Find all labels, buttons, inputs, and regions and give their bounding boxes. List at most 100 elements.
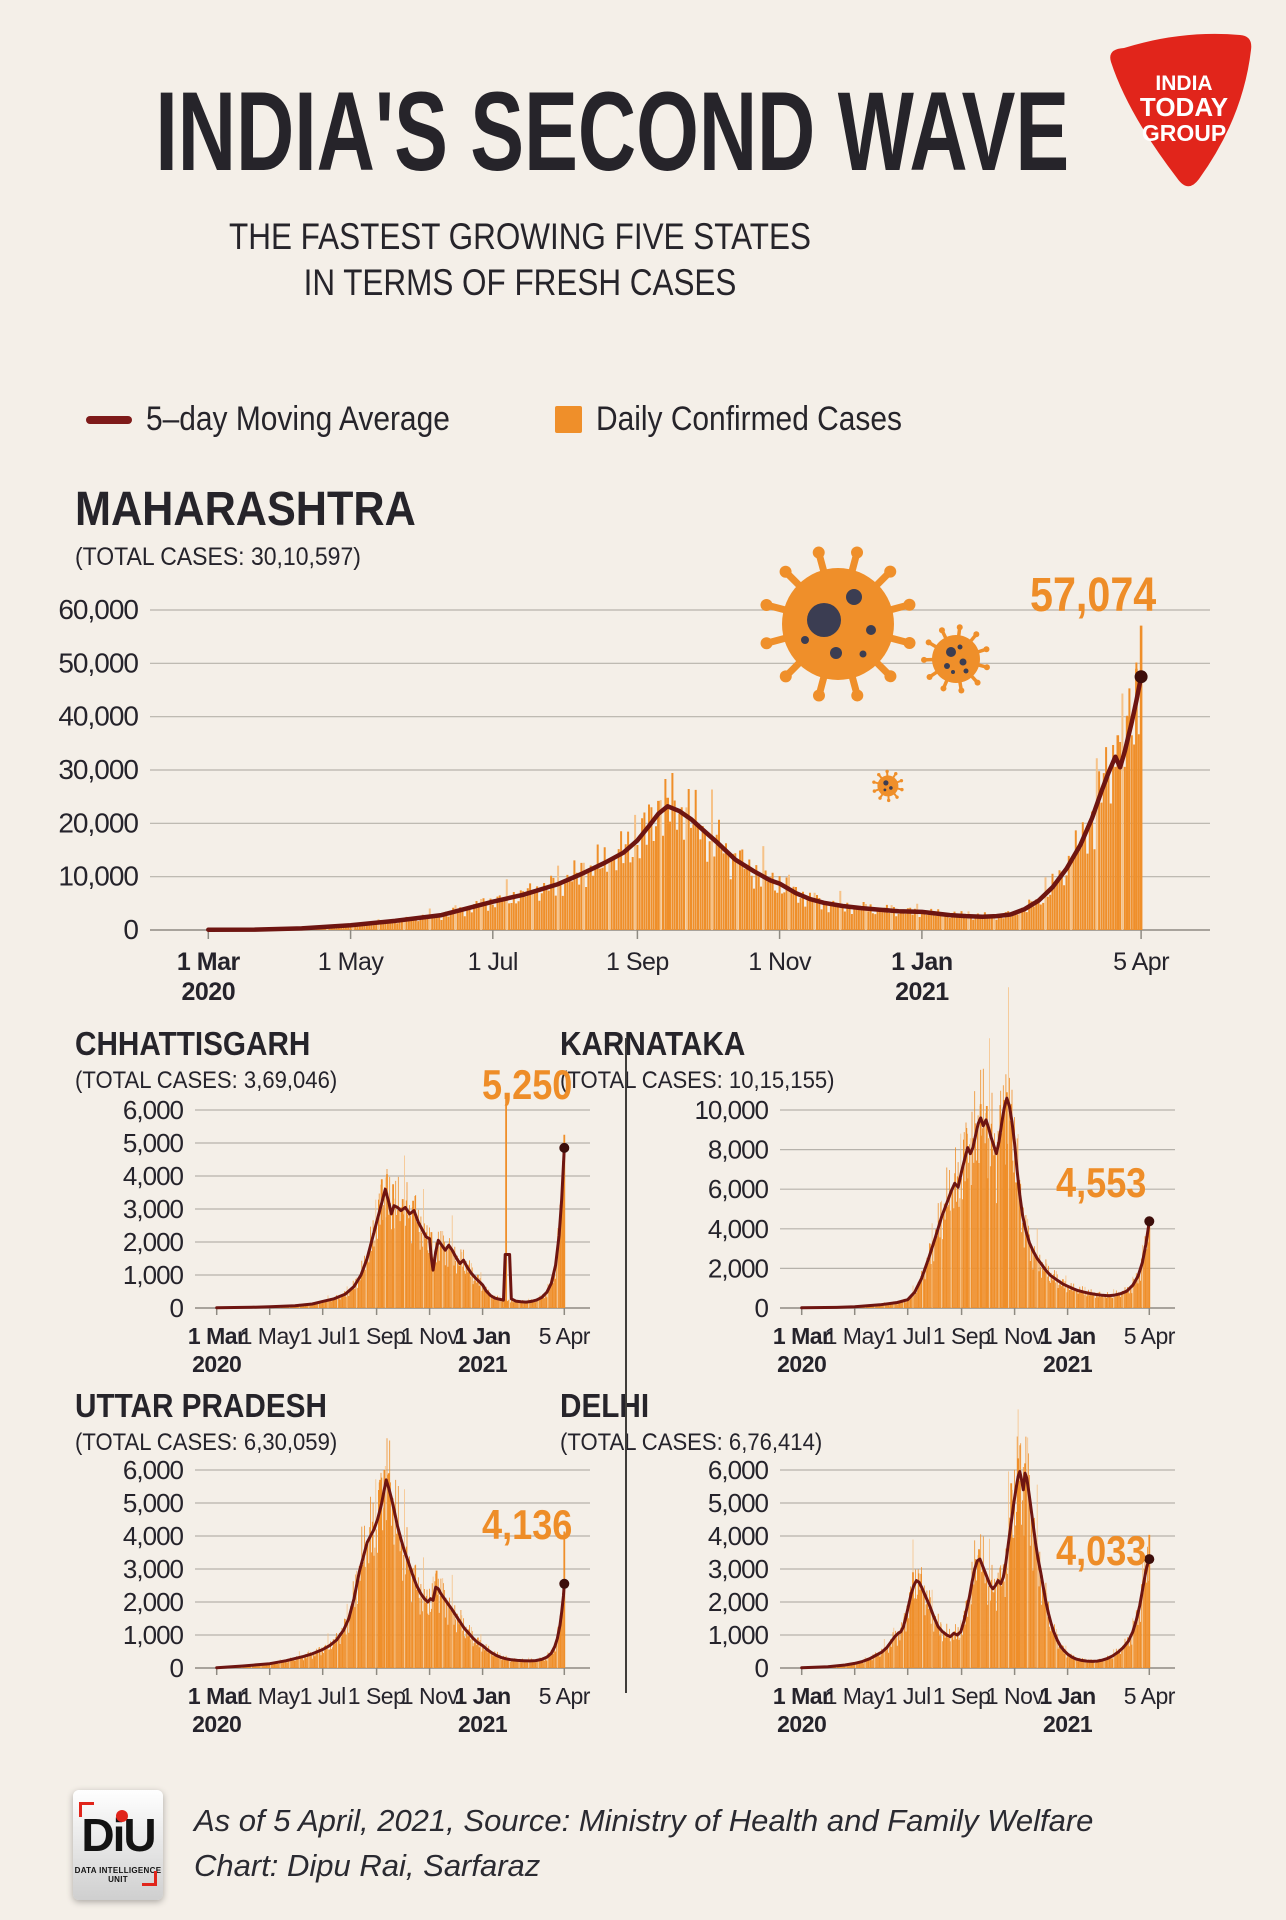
x-axis-label: 1 Nov <box>401 1683 460 1709</box>
y-axis-label: 5,000 <box>708 1488 769 1518</box>
logo-text-india: INDIA <box>1155 72 1212 95</box>
column-divider <box>625 1038 627 1693</box>
page-title: INDIA'S SECOND WAVE <box>155 69 1070 194</box>
x-axis-label: 1 Sep <box>606 948 669 976</box>
credit-line: Chart: Dipu Rai, Sarfaraz <box>194 1848 541 1883</box>
coronavirus-icon-small <box>872 769 904 803</box>
total-cases-uttar-pradesh: (TOTAL CASES: 6,30,059) <box>75 1429 338 1456</box>
total-cases-delhi: (TOTAL CASES: 6,76,414) <box>560 1429 823 1456</box>
delhi-peak-label: 4,033 <box>1056 1527 1147 1574</box>
latest-value-dot <box>559 1142 570 1153</box>
total-cases-karnataka: (TOTAL CASES: 10,15,155) <box>560 1067 835 1094</box>
state-title-karnataka: KARNATAKA <box>560 1025 746 1062</box>
x-axis-label: 5 Apr <box>1113 948 1169 976</box>
x-axis-label: 1 Jul <box>300 1323 346 1349</box>
legend-item-moving-average: 5–day Moving Average <box>86 400 491 439</box>
legend-label-daily-cases: Daily Confirmed Cases <box>596 400 903 438</box>
y-axis-label: 3,000 <box>123 1554 184 1584</box>
x-axis-label: 5 Apr <box>1124 1323 1176 1349</box>
x-axis-label: 1 Sep <box>348 1683 406 1709</box>
y-axis-label: 8,000 <box>708 1135 769 1165</box>
daily-spikes <box>912 1458 1151 1668</box>
y-axis-label: 2,000 <box>708 1253 769 1283</box>
x-axis-label: 1 Sep <box>348 1323 406 1349</box>
x-axis-label: 1 Jan 2021 <box>1039 1323 1095 1377</box>
uttar-pradesh-peak-label: 4,136 <box>482 1501 573 1548</box>
diu-bracket-icon <box>79 1802 94 1817</box>
x-axis-label: 1 Jul <box>885 1323 931 1349</box>
daily-bars-light <box>826 987 1143 1308</box>
daily-cases-swatch <box>555 406 583 433</box>
gridlines: 0 2,000 4,000 6,000 8,000 10,000 <box>694 1095 1175 1323</box>
y-axis-label: 6,000 <box>708 1174 769 1204</box>
x-axis-label: 1 May <box>318 948 385 976</box>
x-axis-label: 1 Mar 2020 <box>188 1683 246 1737</box>
x-axis-label: 1 Nov <box>748 948 812 976</box>
y-axis-label: 40,000 <box>58 701 138 732</box>
maharashtra-chart: 0 10,000 20,000 30,000 40,000 50,000 60,000 1 M… <box>58 594 1210 1006</box>
logo-text-group: GROUP <box>1142 120 1226 146</box>
chhattisgarh-peak-label: 5,250 <box>482 1061 573 1108</box>
moving-average-line <box>206 674 1144 932</box>
x-axis-label: 1 Jul <box>468 948 518 976</box>
y-axis-label: 1,000 <box>708 1620 769 1650</box>
subtitle-line-1: THE FASTEST GROWING FIVE STATES <box>229 216 811 257</box>
state-title-maharashtra: MAHARASHTRA <box>75 483 416 536</box>
y-axis-label: 1,000 <box>123 1260 184 1290</box>
y-axis-label: 30,000 <box>58 754 138 785</box>
state-title-uttar-pradesh: UTTAR PRADESH <box>75 1387 327 1424</box>
daily-spikes <box>657 625 1143 930</box>
diu-fingerprint-icon <box>116 1810 128 1822</box>
y-axis-label: 5,000 <box>123 1488 184 1518</box>
delhi-header: DELHI (TOTAL CASES: 6,76,414) <box>560 1388 845 1457</box>
state-title-delhi: DELHI <box>560 1387 650 1424</box>
moving-average-line <box>800 1470 1151 1670</box>
maharashtra-header: MAHARASHTRA (TOTAL CASES: 30,10,597) <box>75 484 454 572</box>
x-axis-label: 1 Jan 2021 <box>1039 1683 1095 1737</box>
karnataka-header: KARNATAKA (TOTAL CASES: 10,15,155) <box>560 1026 858 1095</box>
latest-value-dot <box>1144 1554 1155 1565</box>
logo-text-today: TODAY <box>1140 92 1228 122</box>
latest-value-dot <box>1134 670 1148 684</box>
legend-item-daily-cases: Daily Confirmed Cases <box>555 400 944 439</box>
x-axis-label: 1 Jan 2021 <box>891 948 952 1006</box>
y-axis-label: 4,000 <box>708 1521 769 1551</box>
x-axis-label: 1 May <box>825 1323 886 1349</box>
logo-triangle <box>1110 33 1252 187</box>
daily-bars-light <box>274 693 1124 930</box>
y-axis-label: 5,000 <box>123 1128 184 1158</box>
x-axis-label: 1 Jan 2021 <box>454 1683 510 1737</box>
y-axis-label: 2,000 <box>708 1587 769 1617</box>
daily-spikes <box>965 1092 1151 1308</box>
y-axis-label: 6,000 <box>123 1455 184 1485</box>
subtitle-line-2: IN TERMS OF FRESH CASES <box>303 262 737 303</box>
y-axis-label: 10,000 <box>58 861 138 892</box>
x-axis-label: 1 Sep <box>933 1683 991 1709</box>
total-cases-chhattisgarh: (TOTAL CASES: 3,69,046) <box>75 1067 338 1094</box>
y-axis-label: 0 <box>755 1653 769 1683</box>
y-axis-label: 4,000 <box>123 1161 184 1191</box>
x-axis-label: 1 Jan 2021 <box>454 1323 510 1377</box>
state-title-chhattisgarh: CHHATTISGARH <box>75 1025 311 1062</box>
x-axis-label: 5 Apr <box>539 1683 591 1709</box>
daily-spikes <box>379 1470 566 1668</box>
y-axis-label: 0 <box>755 1293 769 1323</box>
y-axis-label: 2,000 <box>123 1227 184 1257</box>
moving-average-line-swatch <box>86 415 133 424</box>
x-axis-label: 1 May <box>240 1683 301 1709</box>
y-axis-label: 3,000 <box>123 1194 184 1224</box>
x-axis-label: 1 May <box>240 1323 301 1349</box>
y-axis-label: 50,000 <box>58 647 138 678</box>
y-axis-label: 0 <box>170 1293 184 1323</box>
y-axis-label: 6,000 <box>708 1455 769 1485</box>
x-axis-label: 1 Jul <box>300 1683 346 1709</box>
